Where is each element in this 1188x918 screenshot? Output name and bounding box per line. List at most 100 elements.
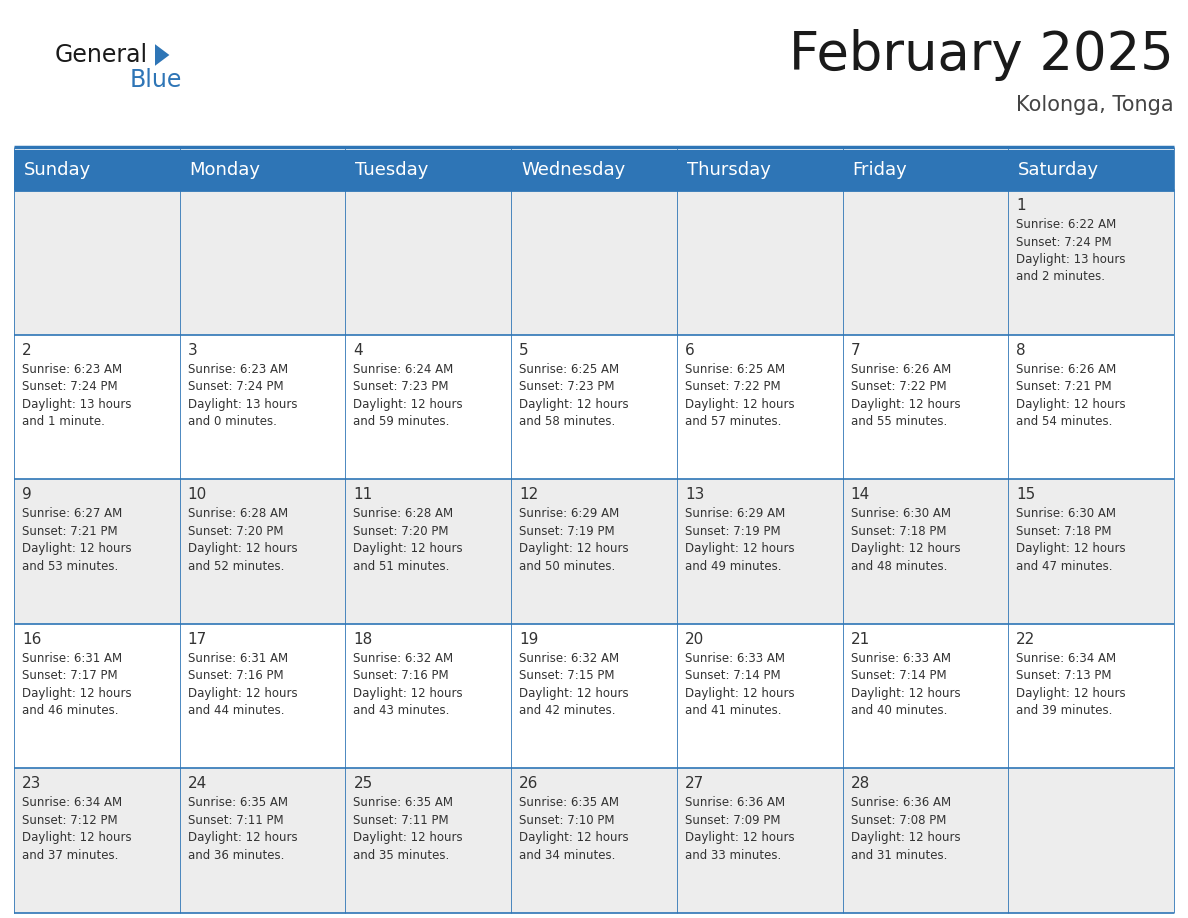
Text: Sunrise: 6:32 AM
Sunset: 7:15 PM
Daylight: 12 hours
and 42 minutes.: Sunrise: 6:32 AM Sunset: 7:15 PM Dayligh…	[519, 652, 628, 717]
Bar	[842, 624, 1009, 768]
Bar	[677, 334, 842, 479]
Text: General: General	[55, 43, 148, 67]
Text: Monday: Monday	[190, 161, 260, 179]
Text: Sunrise: 6:30 AM
Sunset: 7:18 PM
Daylight: 12 hours
and 48 minutes.: Sunrise: 6:30 AM Sunset: 7:18 PM Dayligh…	[851, 508, 960, 573]
Bar	[677, 190, 842, 334]
Text: 28: 28	[851, 777, 870, 791]
Bar	[346, 768, 511, 913]
Text: 22: 22	[1016, 632, 1036, 647]
Text: Sunrise: 6:29 AM
Sunset: 7:19 PM
Daylight: 12 hours
and 50 minutes.: Sunrise: 6:29 AM Sunset: 7:19 PM Dayligh…	[519, 508, 628, 573]
Text: Sunrise: 6:26 AM
Sunset: 7:22 PM
Daylight: 12 hours
and 55 minutes.: Sunrise: 6:26 AM Sunset: 7:22 PM Dayligh…	[851, 363, 960, 428]
Text: Tuesday: Tuesday	[355, 161, 429, 179]
Bar	[1009, 479, 1174, 624]
Bar	[14, 479, 179, 624]
Bar	[14, 768, 179, 913]
Text: 19: 19	[519, 632, 538, 647]
Bar	[179, 479, 346, 624]
Text: Sunrise: 6:33 AM
Sunset: 7:14 PM
Daylight: 12 hours
and 41 minutes.: Sunrise: 6:33 AM Sunset: 7:14 PM Dayligh…	[684, 652, 795, 717]
Text: Kolonga, Tonga: Kolonga, Tonga	[1017, 95, 1174, 115]
Text: Sunrise: 6:34 AM
Sunset: 7:13 PM
Daylight: 12 hours
and 39 minutes.: Sunrise: 6:34 AM Sunset: 7:13 PM Dayligh…	[1016, 652, 1126, 717]
Text: 9: 9	[23, 487, 32, 502]
Bar	[511, 334, 677, 479]
Text: 15: 15	[1016, 487, 1036, 502]
Text: 26: 26	[519, 777, 538, 791]
Text: Sunrise: 6:31 AM
Sunset: 7:17 PM
Daylight: 12 hours
and 46 minutes.: Sunrise: 6:31 AM Sunset: 7:17 PM Dayligh…	[23, 652, 132, 717]
Text: 13: 13	[684, 487, 704, 502]
Bar	[1009, 624, 1174, 768]
Bar	[677, 768, 842, 913]
Polygon shape	[154, 44, 170, 66]
Bar	[842, 334, 1009, 479]
Text: Sunrise: 6:31 AM
Sunset: 7:16 PM
Daylight: 12 hours
and 44 minutes.: Sunrise: 6:31 AM Sunset: 7:16 PM Dayligh…	[188, 652, 297, 717]
Text: Sunrise: 6:34 AM
Sunset: 7:12 PM
Daylight: 12 hours
and 37 minutes.: Sunrise: 6:34 AM Sunset: 7:12 PM Dayligh…	[23, 797, 132, 862]
Text: 4: 4	[353, 342, 364, 358]
Bar	[1009, 190, 1174, 334]
Text: Sunrise: 6:25 AM
Sunset: 7:22 PM
Daylight: 12 hours
and 57 minutes.: Sunrise: 6:25 AM Sunset: 7:22 PM Dayligh…	[684, 363, 795, 428]
Text: 5: 5	[519, 342, 529, 358]
Text: 23: 23	[23, 777, 42, 791]
Text: 8: 8	[1016, 342, 1026, 358]
Text: Sunrise: 6:35 AM
Sunset: 7:11 PM
Daylight: 12 hours
and 36 minutes.: Sunrise: 6:35 AM Sunset: 7:11 PM Dayligh…	[188, 797, 297, 862]
Text: 1: 1	[1016, 198, 1026, 213]
Bar	[677, 479, 842, 624]
Text: Blue: Blue	[129, 68, 183, 92]
Bar	[1009, 334, 1174, 479]
Bar	[842, 190, 1009, 334]
Text: Sunrise: 6:22 AM
Sunset: 7:24 PM
Daylight: 13 hours
and 2 minutes.: Sunrise: 6:22 AM Sunset: 7:24 PM Dayligh…	[1016, 218, 1126, 284]
Text: 6: 6	[684, 342, 695, 358]
Text: 2: 2	[23, 342, 32, 358]
Text: Sunrise: 6:27 AM
Sunset: 7:21 PM
Daylight: 12 hours
and 53 minutes.: Sunrise: 6:27 AM Sunset: 7:21 PM Dayligh…	[23, 508, 132, 573]
Bar	[179, 190, 346, 334]
Text: 20: 20	[684, 632, 704, 647]
Text: Sunrise: 6:35 AM
Sunset: 7:11 PM
Daylight: 12 hours
and 35 minutes.: Sunrise: 6:35 AM Sunset: 7:11 PM Dayligh…	[353, 797, 463, 862]
Text: Sunrise: 6:24 AM
Sunset: 7:23 PM
Daylight: 12 hours
and 59 minutes.: Sunrise: 6:24 AM Sunset: 7:23 PM Dayligh…	[353, 363, 463, 428]
Text: 21: 21	[851, 632, 870, 647]
Bar	[842, 768, 1009, 913]
Bar	[346, 190, 511, 334]
Text: Sunrise: 6:30 AM
Sunset: 7:18 PM
Daylight: 12 hours
and 47 minutes.: Sunrise: 6:30 AM Sunset: 7:18 PM Dayligh…	[1016, 508, 1126, 573]
Text: Sunrise: 6:26 AM
Sunset: 7:21 PM
Daylight: 12 hours
and 54 minutes.: Sunrise: 6:26 AM Sunset: 7:21 PM Dayligh…	[1016, 363, 1126, 428]
Text: 11: 11	[353, 487, 373, 502]
Bar	[179, 624, 346, 768]
Text: Sunrise: 6:36 AM
Sunset: 7:09 PM
Daylight: 12 hours
and 33 minutes.: Sunrise: 6:36 AM Sunset: 7:09 PM Dayligh…	[684, 797, 795, 862]
Bar	[179, 768, 346, 913]
Text: 12: 12	[519, 487, 538, 502]
Text: 18: 18	[353, 632, 373, 647]
Text: Sunrise: 6:28 AM
Sunset: 7:20 PM
Daylight: 12 hours
and 51 minutes.: Sunrise: 6:28 AM Sunset: 7:20 PM Dayligh…	[353, 508, 463, 573]
Text: 25: 25	[353, 777, 373, 791]
Text: February 2025: February 2025	[789, 29, 1174, 81]
Bar	[346, 624, 511, 768]
Bar	[511, 768, 677, 913]
Text: 7: 7	[851, 342, 860, 358]
Text: Sunrise: 6:33 AM
Sunset: 7:14 PM
Daylight: 12 hours
and 40 minutes.: Sunrise: 6:33 AM Sunset: 7:14 PM Dayligh…	[851, 652, 960, 717]
Bar	[346, 334, 511, 479]
Text: 14: 14	[851, 487, 870, 502]
Bar	[511, 190, 677, 334]
Text: Sunday: Sunday	[24, 161, 91, 179]
Bar	[14, 150, 1174, 190]
Text: Saturday: Saturday	[1018, 161, 1099, 179]
Text: 27: 27	[684, 777, 704, 791]
Text: Sunrise: 6:28 AM
Sunset: 7:20 PM
Daylight: 12 hours
and 52 minutes.: Sunrise: 6:28 AM Sunset: 7:20 PM Dayligh…	[188, 508, 297, 573]
Text: 16: 16	[23, 632, 42, 647]
Text: Wednesday: Wednesday	[522, 161, 625, 179]
Text: Sunrise: 6:23 AM
Sunset: 7:24 PM
Daylight: 13 hours
and 1 minute.: Sunrise: 6:23 AM Sunset: 7:24 PM Dayligh…	[23, 363, 132, 428]
Text: Thursday: Thursday	[687, 161, 771, 179]
Text: Sunrise: 6:29 AM
Sunset: 7:19 PM
Daylight: 12 hours
and 49 minutes.: Sunrise: 6:29 AM Sunset: 7:19 PM Dayligh…	[684, 508, 795, 573]
Text: Sunrise: 6:25 AM
Sunset: 7:23 PM
Daylight: 12 hours
and 58 minutes.: Sunrise: 6:25 AM Sunset: 7:23 PM Dayligh…	[519, 363, 628, 428]
Text: Sunrise: 6:36 AM
Sunset: 7:08 PM
Daylight: 12 hours
and 31 minutes.: Sunrise: 6:36 AM Sunset: 7:08 PM Dayligh…	[851, 797, 960, 862]
Bar	[842, 479, 1009, 624]
Text: Sunrise: 6:35 AM
Sunset: 7:10 PM
Daylight: 12 hours
and 34 minutes.: Sunrise: 6:35 AM Sunset: 7:10 PM Dayligh…	[519, 797, 628, 862]
Text: 10: 10	[188, 487, 207, 502]
Text: Sunrise: 6:32 AM
Sunset: 7:16 PM
Daylight: 12 hours
and 43 minutes.: Sunrise: 6:32 AM Sunset: 7:16 PM Dayligh…	[353, 652, 463, 717]
Text: Friday: Friday	[853, 161, 908, 179]
Bar	[14, 334, 179, 479]
Bar	[179, 334, 346, 479]
Bar	[346, 479, 511, 624]
Text: Sunrise: 6:23 AM
Sunset: 7:24 PM
Daylight: 13 hours
and 0 minutes.: Sunrise: 6:23 AM Sunset: 7:24 PM Dayligh…	[188, 363, 297, 428]
Bar	[511, 624, 677, 768]
Bar	[14, 190, 179, 334]
Bar	[14, 624, 179, 768]
Bar	[1009, 768, 1174, 913]
Bar	[511, 479, 677, 624]
